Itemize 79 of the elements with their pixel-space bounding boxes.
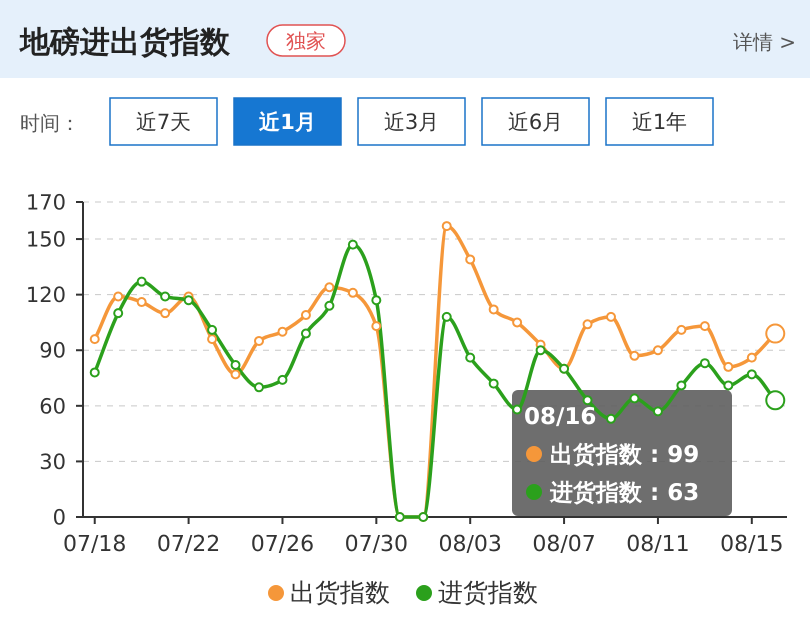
point <box>371 295 382 306</box>
point <box>300 310 311 320</box>
point <box>136 297 147 308</box>
point <box>230 360 241 370</box>
point <box>254 382 264 392</box>
point <box>160 308 170 318</box>
y-tick-label: 60 <box>39 394 66 418</box>
point <box>230 369 241 380</box>
x-tick-label: 08/07 <box>532 532 596 557</box>
point <box>324 282 334 292</box>
point <box>652 406 663 416</box>
point <box>629 350 640 361</box>
point <box>348 288 358 298</box>
point <box>536 345 546 356</box>
y-tick-label: 150 <box>26 228 66 252</box>
text: 近1年 <box>632 110 688 134</box>
point <box>277 326 288 337</box>
text: 时间： <box>20 111 80 135</box>
x-tick-label: 08/11 <box>626 532 690 557</box>
point <box>676 324 686 335</box>
text: 近1月 <box>258 110 316 134</box>
point <box>606 312 616 322</box>
point <box>348 240 358 250</box>
text: 独家 <box>286 29 326 53</box>
point <box>723 362 734 372</box>
point <box>512 404 522 415</box>
point <box>300 328 311 339</box>
point <box>465 352 476 363</box>
y-tick-label: 120 <box>26 283 66 308</box>
point <box>629 393 640 404</box>
point <box>90 334 100 344</box>
legend-label: 出货指数 <box>290 578 390 607</box>
x-tick-label: 07/18 <box>63 532 126 557</box>
point <box>512 317 522 328</box>
y-tick-label: 30 <box>39 450 66 474</box>
text: 详情 > <box>732 30 796 54</box>
point <box>746 369 757 380</box>
point <box>700 358 710 368</box>
annotation: 进货指数 : 63 <box>549 480 700 506</box>
point <box>136 276 147 287</box>
point <box>746 352 757 363</box>
point <box>324 300 334 311</box>
point <box>488 304 499 314</box>
y-tick-label: 90 <box>39 338 66 363</box>
point <box>606 414 616 424</box>
text: 近7天 <box>136 110 192 134</box>
text: 近6月 <box>508 110 564 134</box>
point <box>113 308 124 318</box>
point <box>113 292 124 302</box>
point <box>277 374 288 385</box>
point <box>652 345 663 356</box>
legend-label: 进货指数 <box>438 578 538 607</box>
text: 近3月 <box>384 110 440 134</box>
x-tick-label: 08/15 <box>720 532 784 557</box>
y-tick-label: 170 <box>26 190 66 214</box>
point <box>207 324 218 335</box>
y-tick-label: 0 <box>52 506 66 530</box>
point <box>723 380 734 390</box>
point <box>582 319 593 330</box>
x-tick-label: 07/22 <box>156 532 220 557</box>
annotation: 出货指数 : 99 <box>550 442 700 468</box>
point <box>371 321 382 332</box>
annotation: 08/16 <box>524 404 596 430</box>
point <box>700 321 710 332</box>
point <box>465 254 476 264</box>
point <box>90 367 100 378</box>
x-tick-label: 07/30 <box>344 532 408 557</box>
point <box>442 221 452 232</box>
point <box>488 378 499 389</box>
point <box>582 395 593 406</box>
point <box>442 312 452 322</box>
point <box>676 380 686 390</box>
point <box>207 334 218 344</box>
x-tick-label: 07/26 <box>250 532 314 557</box>
x-tick-label: 08/03 <box>438 532 502 557</box>
point <box>160 292 170 302</box>
chart-title: 地磅进出货指数 <box>18 25 231 60</box>
point <box>184 295 194 306</box>
point <box>254 336 264 346</box>
